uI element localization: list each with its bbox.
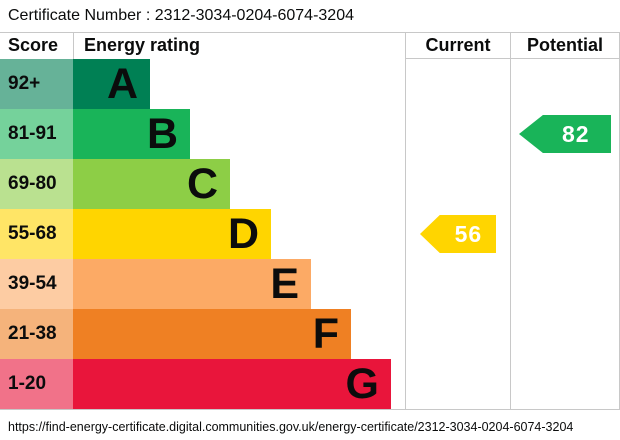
rating-bar-e: E <box>73 259 311 309</box>
rating-bar-a: A <box>73 59 150 109</box>
score-range-f: 21-38 <box>0 309 73 359</box>
energy-rating-table: Score Energy rating Current Potential 92… <box>0 32 620 410</box>
rating-letter-g: G <box>345 360 379 408</box>
certificate-url: https://find-energy-certificate.digital.… <box>8 420 574 434</box>
score-range-d: 55-68 <box>0 209 73 259</box>
rating-letter-e: E <box>270 260 299 308</box>
rating-bar-g: G <box>73 359 391 409</box>
score-range-g: 1-20 <box>0 359 73 409</box>
rating-letter-c: C <box>186 160 218 208</box>
score-range-a: 92+ <box>0 59 73 109</box>
potential-column: 82 <box>510 59 619 409</box>
header-score: Score <box>8 35 59 55</box>
current-column: 56 <box>405 59 510 409</box>
rating-bar-d: D <box>73 209 271 259</box>
potential-rating-arrow: 82 <box>519 115 611 153</box>
current-rating-arrow: 56 <box>420 215 496 253</box>
score-column: 92+ 81-91 69-80 55-68 39-54 21-38 1-20 <box>0 59 73 409</box>
score-range-b: 81-91 <box>0 109 73 159</box>
rating-letter-b: B <box>146 110 178 158</box>
header-current: Current <box>405 33 510 59</box>
score-range-c: 69-80 <box>0 159 73 209</box>
rating-bar-f: F <box>73 309 351 359</box>
rating-letter-a: A <box>106 60 138 108</box>
rating-bar-c: C <box>73 159 230 209</box>
score-range-e: 39-54 <box>0 259 73 309</box>
header-energy-rating: Energy rating <box>73 33 405 59</box>
table-header-row: Score Energy rating Current Potential <box>0 33 619 59</box>
certificate-number: Certificate Number : 2312-3034-0204-6074… <box>8 7 354 24</box>
rating-letter-d: D <box>227 210 259 258</box>
rating-letter-f: F <box>312 310 339 358</box>
header-potential: Potential <box>510 33 619 59</box>
rating-bar-b: B <box>73 109 190 159</box>
